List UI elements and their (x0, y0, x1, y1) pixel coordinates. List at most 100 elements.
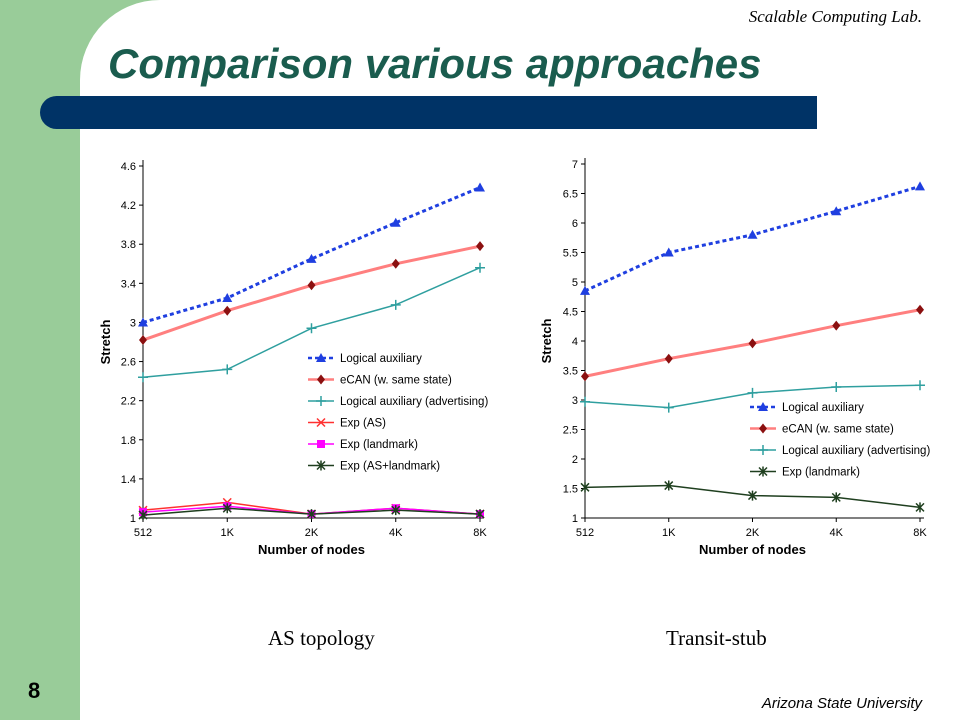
y-tick-label: 4 (572, 336, 578, 348)
y-tick-label: 3.8 (121, 239, 136, 251)
legend-label: Logical auxiliary (340, 353, 422, 365)
data-point (915, 502, 925, 513)
data-point (475, 262, 485, 273)
legend-marker (759, 423, 767, 434)
data-point (747, 387, 758, 398)
data-point (475, 182, 485, 192)
data-point (664, 353, 673, 364)
x-tick-label: 4K (389, 527, 403, 539)
data-point (223, 305, 232, 316)
data-point (581, 371, 589, 382)
data-point (580, 396, 590, 407)
x-tick-label: 512 (134, 527, 152, 539)
y-tick-label: 5.5 (563, 248, 578, 260)
data-point (222, 293, 233, 302)
data-point (748, 338, 757, 349)
data-point (831, 206, 842, 216)
title-area-curve (80, 0, 335, 110)
data-point (580, 285, 590, 295)
data-point (475, 509, 485, 520)
data-point (390, 299, 401, 310)
x-tick-label: 1K (221, 527, 235, 539)
legend-label: Exp (AS+landmark) (340, 461, 440, 473)
legend-marker (316, 353, 326, 362)
x-axis-label: Number of nodes (258, 542, 365, 557)
y-tick-label: 5 (572, 277, 578, 289)
data-point (222, 364, 233, 375)
legend-label: Logical auxiliary (advertising) (340, 396, 488, 408)
legend-label: Logical auxiliary (advertising) (782, 445, 930, 457)
chart-transit-stub-plot: 1 1.5 2 2.5 3 3.5 4 4.5 5 5.5 6 6.5 7 512 1K 2K 4K 8K Numb… (539, 158, 930, 557)
data-point (306, 509, 317, 520)
data-point (831, 492, 841, 503)
data-point (307, 280, 316, 291)
caption-as-topology: AS topology (268, 626, 375, 650)
x-tick-label: 4K (830, 527, 844, 539)
legend-label: Exp (landmark) (782, 467, 860, 479)
data-point (138, 510, 148, 521)
data-point (306, 323, 317, 334)
slide-title: Comparison various approaches (108, 40, 762, 87)
y-axis-label: Stretch (539, 319, 554, 364)
lab-name: Scalable Computing Lab. (748, 7, 922, 26)
title-underline-bar (40, 96, 817, 129)
legend-marker (317, 374, 325, 385)
data-point (915, 380, 925, 391)
data-point (915, 181, 925, 191)
x-tick-label: 2K (305, 527, 319, 539)
data-point (306, 253, 317, 263)
x-tick-label: 1K (662, 527, 676, 539)
chart-transit-stub: 1 1.5 2 2.5 3 3.5 4 4.5 5 5.5 6 6.5 7 512 1K 2K 4K 8K Numb… (520, 150, 960, 580)
chart-as-topology-plot: 1 1.4 1.8 2.2 2.6 3 3.4 3.8 4.2 4.6 512 1K 2K 4K 8K Num… (98, 160, 488, 557)
y-axis-label: Stretch (98, 320, 113, 365)
x-tick-label: 8K (473, 527, 487, 539)
data-point (476, 241, 484, 252)
data-point (663, 402, 674, 413)
data-point (138, 372, 148, 383)
y-tick-label: 1.5 (563, 484, 578, 496)
y-tick-label: 4.6 (121, 161, 136, 173)
y-tick-label: 7 (572, 159, 578, 171)
data-point (747, 229, 758, 239)
y-tick-label: 2 (572, 454, 578, 466)
legend-marker (758, 466, 768, 477)
legend-marker (758, 445, 768, 455)
university-name: Arizona State University (761, 695, 922, 712)
x-tick-label: 512 (576, 527, 594, 539)
legend-marker (316, 460, 326, 471)
data-point (222, 503, 232, 514)
y-tick-label: 1 (572, 513, 578, 525)
legend-label: eCAN (w. same state) (782, 424, 894, 436)
data-point (664, 480, 674, 491)
data-point (663, 247, 674, 257)
legend-label: eCAN (w. same state) (340, 375, 452, 387)
data-point (390, 217, 401, 227)
y-tick-label: 6 (572, 218, 578, 230)
y-tick-label: 3 (572, 395, 578, 407)
y-tick-label: 6.5 (563, 189, 578, 201)
data-point (391, 258, 400, 269)
data-point (831, 382, 842, 393)
data-point (139, 335, 147, 346)
legend-marker (316, 396, 326, 406)
data-point (832, 320, 841, 331)
slide-number: 8 (28, 678, 41, 703)
y-tick-label: 3.4 (121, 278, 136, 290)
chart-as-topology: 1 1.4 1.8 2.2 2.6 3 3.4 3.8 4.2 4.6 512 1K 2K 4K 8K Num… (80, 150, 520, 580)
data-point (580, 482, 590, 493)
y-tick-label: 1.8 (121, 435, 136, 447)
data-point (138, 317, 148, 327)
data-point (391, 505, 401, 516)
y-tick-label: 1.4 (121, 474, 136, 486)
data-point (747, 490, 758, 501)
legend-label: Exp (landmark) (340, 439, 418, 451)
series-line (142, 186, 481, 324)
legend-marker (317, 440, 325, 448)
y-tick-label: 4.2 (121, 200, 136, 212)
caption-transit-stub: Transit-stub (666, 626, 767, 650)
y-tick-label: 2.6 (121, 357, 136, 369)
x-axis-label: Number of nodes (699, 542, 806, 557)
legend-marker (316, 417, 326, 428)
y-tick-label: 3.5 (563, 366, 578, 378)
x-tick-label: 8K (913, 527, 927, 539)
